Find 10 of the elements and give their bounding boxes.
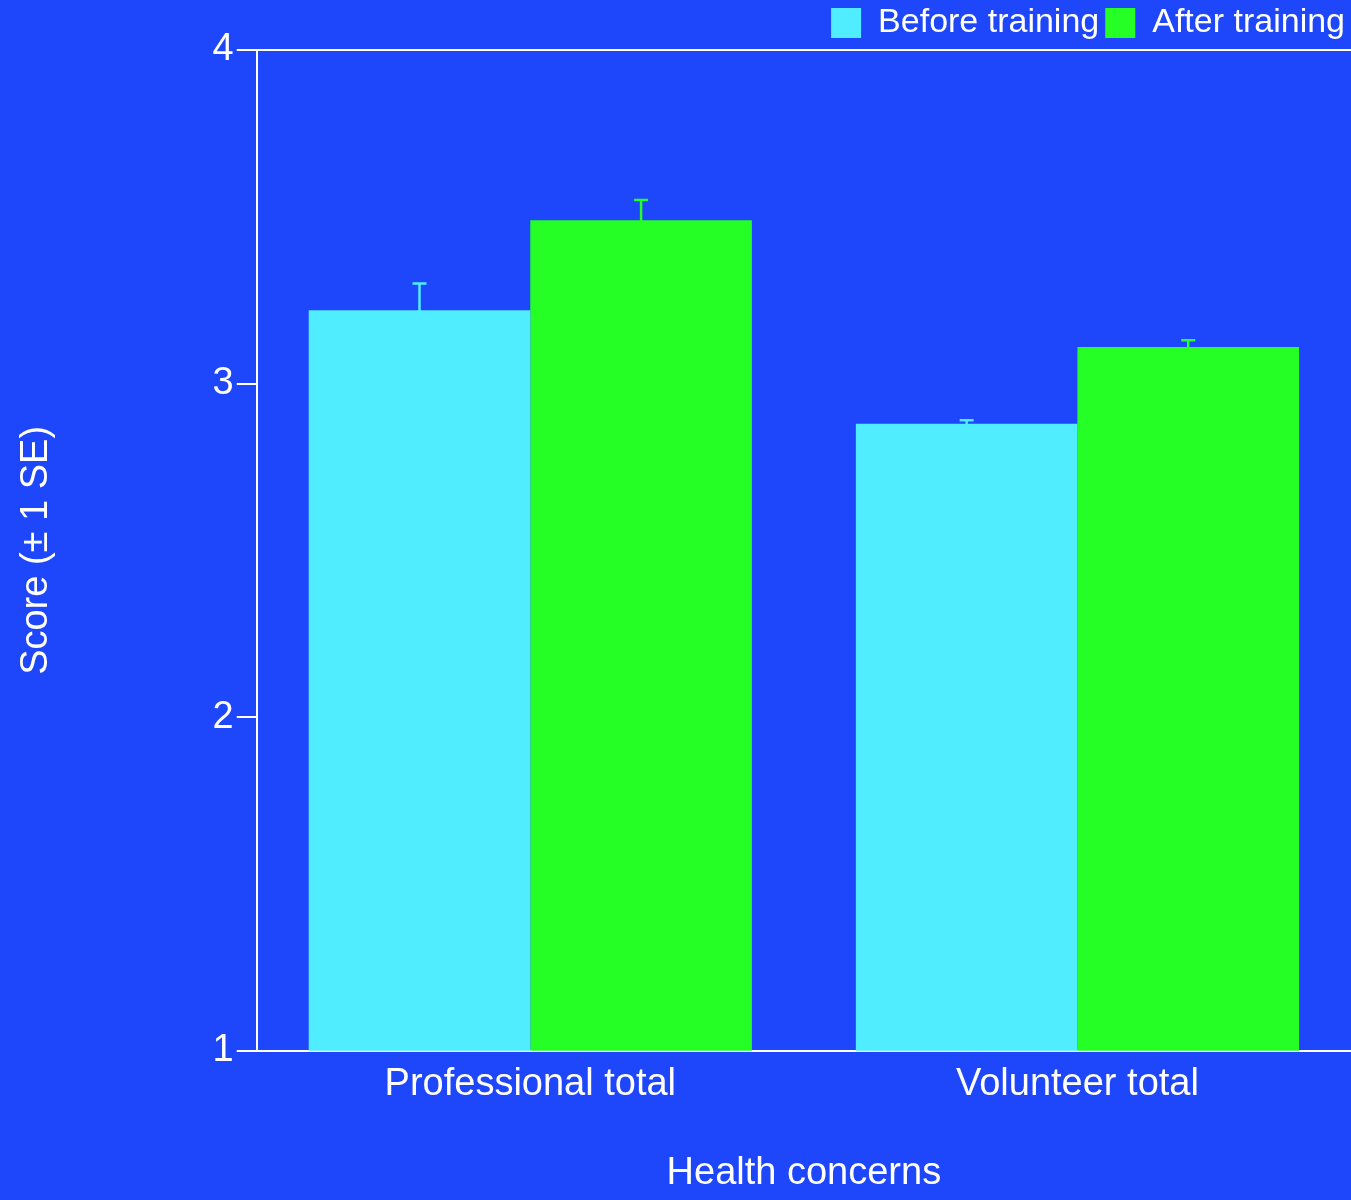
x-axis-title: Health concerns bbox=[666, 1149, 942, 1192]
y-tick-label: 1 bbox=[212, 1027, 234, 1070]
y-axis-title: Score (± 1 SE) bbox=[13, 425, 56, 675]
y-tick-label: 4 bbox=[212, 26, 234, 69]
y-tick-label: 3 bbox=[212, 360, 234, 403]
legend-label: Before training bbox=[878, 1, 1100, 40]
x-tick-label: Volunteer total bbox=[955, 1061, 1199, 1104]
x-tick-label: Professional total bbox=[384, 1061, 677, 1104]
y-tick-label: 2 bbox=[212, 693, 234, 736]
legend-label: After training bbox=[1152, 1, 1345, 40]
